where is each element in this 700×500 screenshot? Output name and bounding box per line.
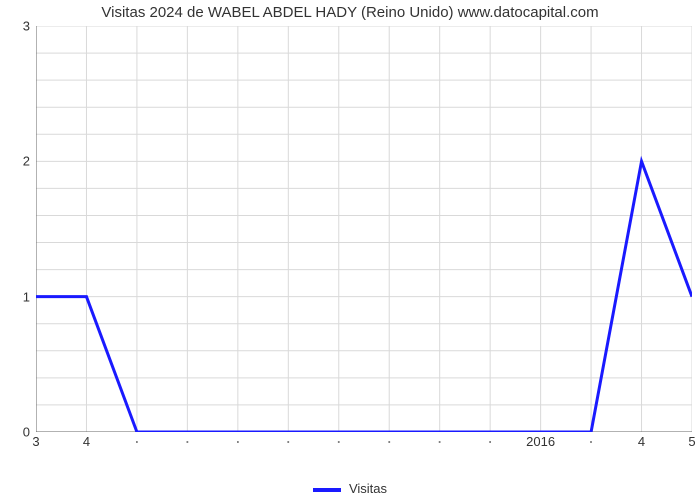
y-tick-label: 1 <box>0 289 30 304</box>
plot-area <box>36 26 692 432</box>
x-tick-label: . <box>336 434 341 440</box>
x-tick-label: . <box>437 434 442 440</box>
x-tick-label: 3 <box>32 434 39 449</box>
x-tick-label: 4 <box>83 434 90 449</box>
y-tick-label: 3 <box>0 19 30 34</box>
visits-chart: Visitas 2024 de WABEL ABDEL HADY (Reino … <box>0 0 700 500</box>
plot-svg <box>36 26 692 432</box>
x-tick-label: 4 <box>638 434 645 449</box>
x-tick-label: . <box>134 434 139 440</box>
legend: Visitas <box>0 481 700 496</box>
x-tick-label: . <box>488 434 493 440</box>
y-tick-label: 2 <box>0 154 30 169</box>
x-tick-label: . <box>387 434 392 440</box>
x-tick-label: . <box>185 434 190 440</box>
legend-swatch <box>313 488 341 492</box>
x-tick-label: . <box>235 434 240 440</box>
y-tick-label: 0 <box>0 425 30 440</box>
chart-title: Visitas 2024 de WABEL ABDEL HADY (Reino … <box>0 4 700 21</box>
x-tick-label: 5 <box>688 434 695 449</box>
legend-label: Visitas <box>349 481 387 496</box>
x-tick-label: . <box>589 434 594 440</box>
x-tick-label: 2016 <box>526 434 555 449</box>
x-tick-label: . <box>286 434 291 440</box>
